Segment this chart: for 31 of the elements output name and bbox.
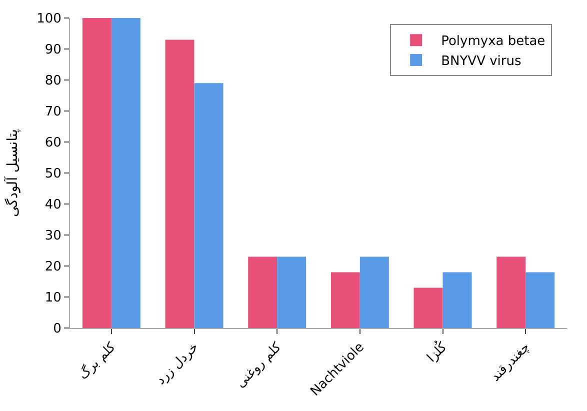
bar — [360, 256, 389, 328]
y-tick-label: 100 — [36, 12, 62, 27]
x-tick-label: کلم روغنی — [233, 339, 286, 392]
x-tick-label: چغندرقند — [488, 340, 534, 385]
bar — [442, 272, 472, 328]
legend-label: BNYVV virus — [441, 54, 522, 70]
y-tick-label: 40 — [44, 198, 62, 213]
legend-label: Polymyxa betae — [441, 34, 546, 50]
y-tick-label: 30 — [44, 228, 62, 244]
x-tick-label: کلم برگ — [75, 338, 120, 383]
y-tick-label: 50 — [44, 166, 62, 182]
bar — [82, 18, 112, 328]
y-tick-label: 10 — [44, 290, 62, 306]
y-tick-label: 0 — [53, 322, 62, 337]
y-tick-label: 20 — [44, 260, 62, 275]
x-tick-label: خردل زرد — [154, 340, 202, 388]
x-tick-label: کُلزا — [422, 337, 451, 366]
bar — [111, 18, 140, 328]
bar — [165, 40, 194, 328]
y-tick-label: 90 — [44, 42, 62, 58]
bar — [526, 272, 555, 328]
bar — [248, 256, 278, 328]
bar — [194, 83, 224, 328]
bar — [277, 256, 306, 328]
y-tick-label: 60 — [44, 136, 62, 151]
bar — [496, 256, 526, 328]
y-axis-title: پتانسیل آلودگی — [3, 128, 22, 218]
y-tick-label: 70 — [44, 104, 62, 120]
bar — [330, 272, 360, 328]
y-tick-label: 80 — [44, 74, 62, 89]
bar — [414, 288, 443, 328]
